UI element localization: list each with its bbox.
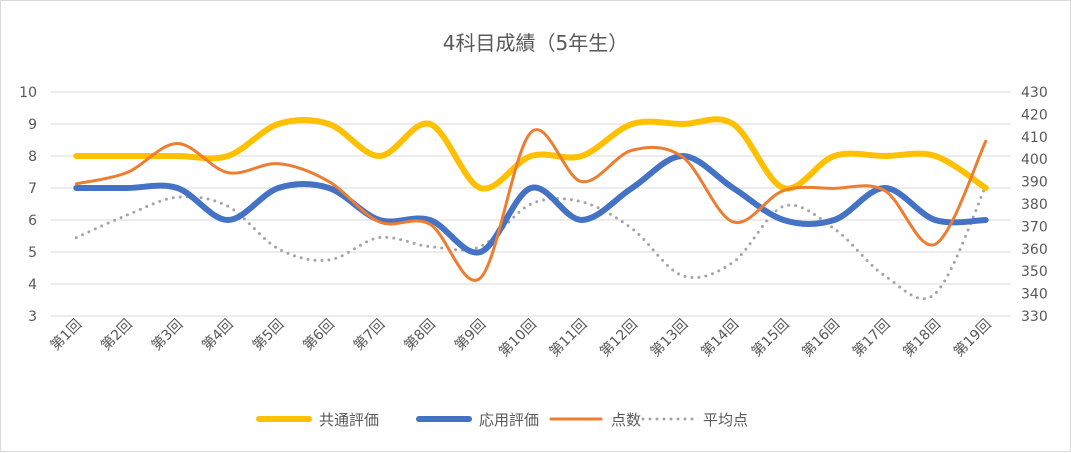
- x-tick-label: 第6回: [300, 316, 338, 354]
- x-tick-label: 第16回: [799, 316, 843, 360]
- y-tick-label: 3: [28, 309, 37, 325]
- x-tick-label: 第3回: [148, 316, 186, 354]
- y2-tick-label: 420: [1021, 107, 1048, 123]
- y2-tick-label: 340: [1021, 287, 1048, 303]
- y-tick-label: 8: [28, 149, 37, 165]
- y-tick-label: 7: [28, 181, 37, 197]
- x-tick-label: 第15回: [748, 316, 792, 360]
- y-tick-label: 4: [28, 277, 37, 293]
- x-tick-label: 第13回: [647, 316, 691, 360]
- x-tick-label: 第2回: [97, 316, 135, 354]
- x-tick-label: 第11回: [546, 316, 590, 360]
- x-tick-label: 第12回: [596, 316, 640, 360]
- legend-label: 応用評価: [479, 411, 539, 429]
- x-tick-label: 第19回: [950, 316, 994, 360]
- x-tick-label: 第7回: [350, 316, 388, 354]
- x-tick-label: 第10回: [495, 316, 539, 360]
- x-tick-label: 第5回: [249, 316, 287, 354]
- legend-label: 点数: [611, 411, 641, 429]
- series-line-1: [73, 152, 989, 256]
- y2-tick-label: 400: [1021, 152, 1048, 168]
- x-tick-label: 第8回: [401, 316, 439, 354]
- series-line-0: [73, 116, 989, 192]
- y2-tick-label: 430: [1021, 85, 1048, 101]
- y2-tick-label: 330: [1021, 309, 1048, 325]
- x-tick-label: 第17回: [849, 316, 893, 360]
- x-tick-label: 第18回: [900, 316, 944, 360]
- series-line-2: [74, 128, 988, 282]
- x-tick-label: 第1回: [47, 316, 85, 354]
- y-tick-label: 5: [28, 245, 37, 261]
- y2-tick-label: 410: [1021, 130, 1048, 146]
- y2-tick-label: 350: [1021, 264, 1048, 280]
- x-tick-label: 第4回: [199, 316, 237, 354]
- y2-tick-label: 360: [1021, 242, 1048, 258]
- series-line-3: [74, 184, 988, 301]
- chart-title: 4科目成績（5年生）: [442, 31, 629, 55]
- x-tick-label: 第14回: [698, 316, 742, 360]
- y2-tick-label: 370: [1021, 219, 1048, 235]
- legend-label: 共通評価: [319, 411, 379, 429]
- x-tick-label: 第9回: [451, 316, 489, 354]
- y-tick-label: 9: [28, 117, 37, 133]
- legend-label: 平均点: [703, 411, 748, 429]
- y-tick-label: 10: [19, 85, 37, 101]
- y2-tick-label: 380: [1021, 197, 1048, 213]
- y2-tick-label: 390: [1021, 175, 1048, 191]
- y-tick-label: 6: [28, 213, 37, 229]
